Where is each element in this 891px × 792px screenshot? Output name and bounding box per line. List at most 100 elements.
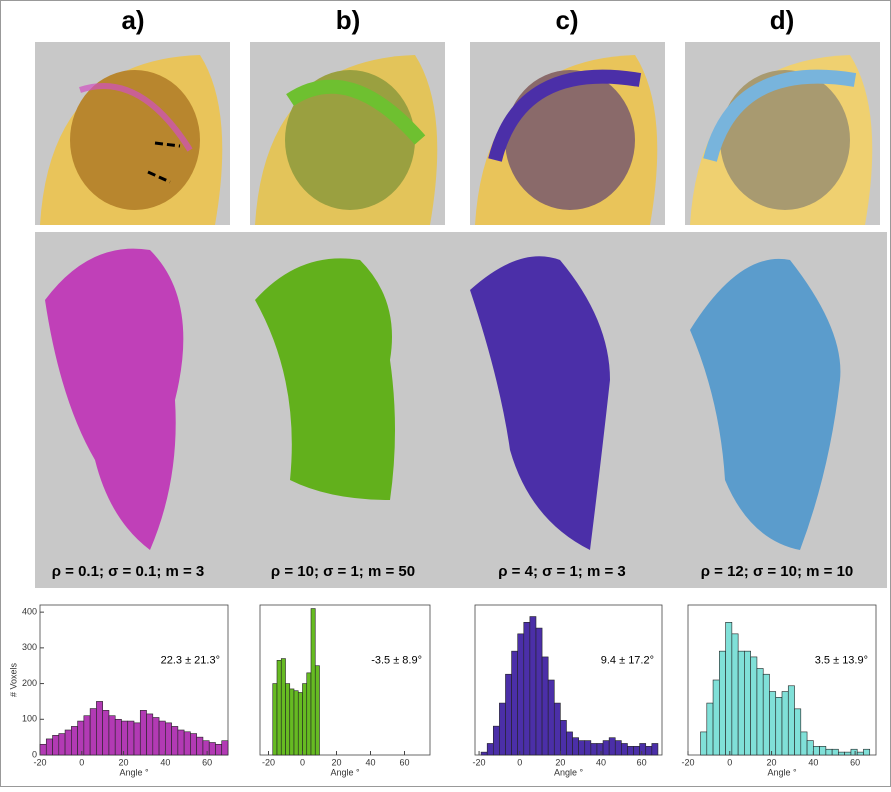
x-tick-label: 0 — [300, 757, 305, 767]
bar — [209, 743, 215, 756]
x-tick-label: 60 — [850, 757, 860, 767]
bar — [165, 723, 171, 755]
y-tick-label: 200 — [22, 678, 37, 688]
bar — [845, 752, 851, 755]
bar — [481, 752, 487, 755]
x-tick-label: 0 — [79, 757, 84, 767]
bar — [863, 749, 869, 755]
x-tick-label: 0 — [727, 757, 732, 767]
bar — [103, 710, 109, 755]
bar — [172, 726, 178, 755]
bar — [311, 609, 315, 755]
bar — [65, 730, 71, 755]
bar — [707, 703, 713, 755]
x-axis-label: Angle ° — [119, 767, 149, 777]
parameters: ρ = 12; σ = 10; m = 10 — [701, 563, 854, 580]
bar — [487, 743, 493, 755]
bar — [71, 726, 77, 755]
x-axis-label: Angle ° — [767, 767, 797, 777]
bar — [273, 684, 277, 755]
bar — [627, 746, 633, 755]
bar — [59, 734, 65, 755]
x-axis-label: Angle ° — [330, 767, 360, 777]
x-tick-label: 20 — [119, 757, 129, 767]
bar — [303, 684, 307, 755]
x-axis-label: Angle ° — [554, 767, 584, 777]
annotation: -3.5 ± 8.9° — [371, 654, 422, 666]
bar — [159, 721, 165, 755]
y-tick-label: 400 — [22, 607, 37, 617]
x-tick-label: 40 — [365, 757, 375, 767]
bar — [566, 732, 572, 755]
bar — [634, 746, 640, 755]
x-tick-label: 0 — [517, 757, 522, 767]
x-tick-label: 20 — [555, 757, 565, 767]
bar — [807, 741, 813, 755]
bar — [222, 741, 228, 755]
bar — [585, 741, 591, 755]
y-axis-label: # Voxels — [8, 662, 18, 697]
bar — [801, 732, 807, 755]
bar — [294, 691, 298, 755]
bar — [46, 739, 52, 755]
bar — [84, 716, 90, 755]
bar — [554, 703, 560, 755]
x-tick-label: -20 — [473, 757, 486, 767]
bar — [621, 743, 627, 755]
bar — [121, 721, 127, 755]
x-tick-label: 20 — [767, 757, 777, 767]
bar — [505, 674, 511, 755]
bar — [615, 741, 621, 755]
bar — [90, 709, 96, 755]
x-tick-label: 20 — [331, 757, 341, 767]
bar — [857, 752, 863, 755]
bar — [281, 659, 285, 755]
bar — [744, 651, 750, 755]
y-tick-label: 0 — [32, 749, 37, 759]
bar — [53, 735, 59, 755]
bar — [203, 741, 209, 755]
bar — [286, 684, 290, 755]
bar — [769, 692, 775, 755]
bar — [820, 746, 826, 755]
bar — [597, 743, 603, 755]
bar — [713, 680, 719, 755]
bar — [788, 686, 794, 755]
bar — [178, 730, 184, 755]
bar — [542, 657, 548, 755]
bar — [795, 709, 801, 755]
bar — [147, 714, 153, 755]
bar — [652, 743, 658, 755]
bar — [732, 634, 738, 755]
bar — [757, 668, 763, 755]
bar — [40, 744, 46, 755]
bar — [813, 746, 819, 755]
bar — [499, 703, 505, 755]
x-tick-label: -20 — [681, 757, 694, 767]
bar — [190, 734, 196, 755]
bar — [838, 752, 844, 755]
annotation: 22.3 ± 21.3° — [161, 654, 220, 666]
bar — [548, 680, 554, 755]
bar — [776, 697, 782, 755]
panel-letter: b) — [336, 5, 361, 35]
bar — [184, 732, 190, 755]
x-tick-label: 60 — [637, 757, 647, 767]
bar — [115, 719, 121, 755]
bar — [493, 726, 499, 755]
bar — [307, 673, 311, 755]
bar — [560, 720, 566, 755]
x-tick-label: 40 — [808, 757, 818, 767]
bar — [603, 741, 609, 755]
x-tick-label: 40 — [596, 757, 606, 767]
panel-letter: c) — [555, 5, 578, 35]
bar — [646, 746, 652, 755]
y-tick-label: 100 — [22, 714, 37, 724]
x-tick-label: 60 — [202, 757, 212, 767]
bar — [524, 622, 530, 755]
parameters: ρ = 10; σ = 1; m = 50 — [271, 563, 415, 580]
bar — [518, 634, 524, 755]
bar — [128, 721, 134, 755]
bar — [277, 660, 281, 755]
bar — [763, 674, 769, 755]
